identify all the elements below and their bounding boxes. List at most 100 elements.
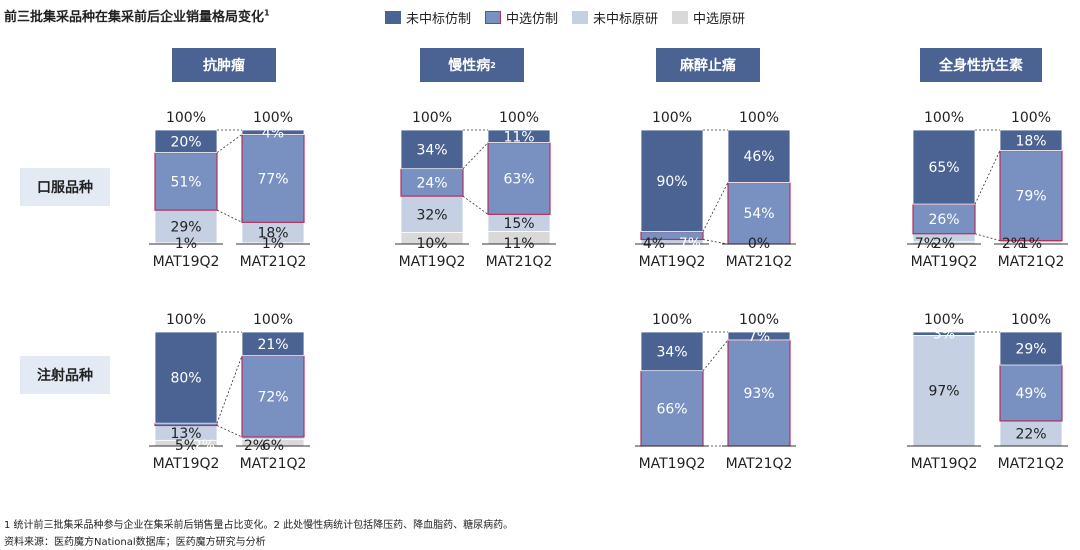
data-label: 29% bbox=[170, 220, 201, 236]
data-label: 3% bbox=[933, 327, 955, 343]
data-label: 4% bbox=[262, 125, 284, 141]
segment-connector bbox=[216, 425, 243, 438]
row-label-injection: 注射品种 bbox=[20, 356, 110, 394]
bar-total-label: 100% bbox=[739, 312, 779, 328]
data-label: 51% bbox=[170, 174, 201, 190]
category-header-label: 麻醉止痛 bbox=[680, 58, 736, 74]
data-label: 2% bbox=[193, 438, 215, 454]
period-label: MAT19Q2 bbox=[153, 456, 220, 472]
data-label: 1% bbox=[1020, 236, 1042, 252]
data-label: 97% bbox=[928, 384, 959, 400]
data-label: 22% bbox=[1015, 426, 1046, 442]
stacked-bar-panels: 100%MAT19Q2100%MAT21Q21%29%51%20%1%18%77… bbox=[149, 110, 1068, 472]
data-label: 11% bbox=[503, 129, 534, 145]
data-label: 13% bbox=[170, 426, 201, 442]
bar-segment-selected-generic bbox=[241, 133, 305, 223]
chart-title-footnote-mark: 1 bbox=[264, 8, 270, 18]
period-label: MAT21Q2 bbox=[726, 254, 793, 270]
data-label: 0% bbox=[748, 236, 770, 252]
period-label: MAT21Q2 bbox=[998, 254, 1065, 270]
data-label: 90% bbox=[656, 174, 687, 190]
category-header-oncology: 抗肿瘤 bbox=[172, 48, 276, 82]
row-label-text: 口服品种 bbox=[37, 180, 93, 196]
legend-swatch bbox=[672, 11, 689, 24]
bar-segment-selected-generic bbox=[999, 364, 1063, 422]
segment-connector bbox=[462, 195, 489, 215]
data-label: 20% bbox=[170, 134, 201, 150]
period-label: MAT21Q2 bbox=[240, 254, 307, 270]
data-label: 18% bbox=[1015, 133, 1046, 149]
legend-swatch bbox=[485, 11, 502, 24]
bar-segment-unselected-originator bbox=[154, 209, 218, 244]
bar-segment-unselected-generic bbox=[154, 129, 218, 153]
bar-segment-unselected-generic bbox=[640, 331, 704, 372]
bar-segment-selected-generic bbox=[912, 203, 976, 235]
bar-segment-unselected-generic bbox=[400, 129, 464, 170]
bar-segment-selected-generic bbox=[999, 149, 1063, 242]
bar-total-label: 100% bbox=[739, 110, 779, 126]
legend-label: 未中标仿制 bbox=[406, 12, 472, 27]
footnote-1: 1 统计前三批集采品种参与企业在集采前后销售量占比变化。2 此处慢性病统计包括降… bbox=[4, 520, 514, 531]
bar-segment-unselected-generic bbox=[912, 331, 976, 336]
data-label: 93% bbox=[743, 386, 774, 402]
bar-segment-unselected-generic bbox=[241, 331, 305, 357]
data-label: 10% bbox=[416, 236, 447, 252]
legend-item-selected-generic: 中选仿制 bbox=[485, 8, 558, 27]
bar-segment-selected-generic bbox=[400, 168, 464, 197]
footnote-source: 资料来源：医药魔方National数据库；医药魔方研究与分析 bbox=[4, 537, 266, 548]
bar-total-label: 100% bbox=[166, 110, 206, 126]
period-label: MAT21Q2 bbox=[998, 456, 1065, 472]
bar-segment-unselected-originator bbox=[400, 195, 464, 233]
period-label: MAT19Q2 bbox=[911, 456, 978, 472]
data-label: 7% bbox=[679, 236, 701, 252]
category-header-label: 抗肿瘤 bbox=[203, 58, 245, 74]
data-label: 77% bbox=[257, 171, 288, 187]
data-label: 24% bbox=[416, 175, 447, 191]
data-label: 26% bbox=[928, 212, 959, 228]
segment-connector bbox=[216, 209, 243, 223]
segment-connector bbox=[216, 134, 243, 153]
bar-segment-unselected-generic bbox=[640, 129, 704, 232]
bar-total-label: 100% bbox=[412, 110, 452, 126]
data-label: 80% bbox=[170, 371, 201, 387]
row-label-text: 注射品种 bbox=[37, 368, 93, 384]
bar-segment-unselected-generic bbox=[727, 129, 791, 183]
data-label: 63% bbox=[503, 171, 534, 187]
legend-item-unselected-originator: 未中标原研 bbox=[572, 8, 658, 27]
bar-total-label: 100% bbox=[924, 312, 964, 328]
bar-segment-unselected-generic bbox=[154, 331, 218, 424]
bar-segment-unselected-generic bbox=[727, 331, 791, 341]
data-label: 54% bbox=[743, 206, 774, 222]
legend-item-selected-originator: 中选原研 bbox=[672, 8, 745, 27]
data-label: 7% bbox=[915, 236, 937, 252]
data-label: 5% bbox=[175, 438, 197, 454]
period-label: MAT19Q2 bbox=[911, 254, 978, 270]
chart-title-text: 前三批集采品种在集采前后企业销量格局变化 bbox=[4, 10, 265, 25]
category-header-label: 慢性病 bbox=[448, 58, 491, 74]
period-label: MAT19Q2 bbox=[153, 254, 220, 270]
data-label: 79% bbox=[1015, 189, 1046, 205]
category-header-footnote-mark: 2 bbox=[490, 60, 496, 70]
period-label: MAT21Q2 bbox=[240, 456, 307, 472]
segment-connector bbox=[974, 150, 1001, 205]
category-header-label: 全身性抗生素 bbox=[939, 58, 1023, 74]
bar-total-label: 100% bbox=[652, 110, 692, 126]
bar-total-label: 100% bbox=[253, 312, 293, 328]
data-label: 46% bbox=[743, 149, 774, 165]
segment-connector bbox=[702, 239, 729, 245]
data-label: 65% bbox=[928, 160, 959, 176]
data-label: 1% bbox=[175, 236, 197, 252]
category-header-anesthesia-analgesia: 麻醉止痛 bbox=[656, 48, 760, 82]
bar-segment-unselected-generic bbox=[912, 129, 976, 205]
bar-segment-selected-generic bbox=[487, 141, 551, 215]
legend-label: 中选仿制 bbox=[506, 12, 559, 27]
legend-label: 中选原研 bbox=[693, 12, 746, 27]
legend-swatch bbox=[572, 11, 589, 24]
data-label: 2% bbox=[933, 236, 955, 252]
data-label: 7% bbox=[748, 329, 770, 345]
period-label: MAT19Q2 bbox=[399, 254, 466, 270]
segment-connector bbox=[702, 182, 729, 232]
segment-connector bbox=[462, 142, 489, 170]
legend-label: 未中标原研 bbox=[593, 12, 659, 27]
data-label: 4% bbox=[643, 236, 665, 252]
